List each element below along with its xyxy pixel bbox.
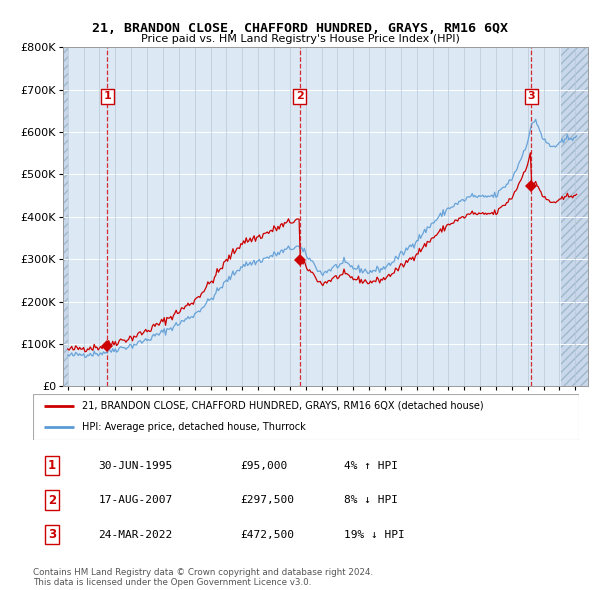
Text: 19% ↓ HPI: 19% ↓ HPI <box>344 530 405 539</box>
Text: 1: 1 <box>103 91 111 101</box>
Text: £472,500: £472,500 <box>241 530 295 539</box>
Text: £297,500: £297,500 <box>241 495 295 505</box>
Text: 17-AUG-2007: 17-AUG-2007 <box>98 495 173 505</box>
Text: 21, BRANDON CLOSE, CHAFFORD HUNDRED, GRAYS, RM16 6QX: 21, BRANDON CLOSE, CHAFFORD HUNDRED, GRA… <box>92 22 508 35</box>
Text: 8% ↓ HPI: 8% ↓ HPI <box>344 495 398 505</box>
Text: 21, BRANDON CLOSE, CHAFFORD HUNDRED, GRAYS, RM16 6QX (detached house): 21, BRANDON CLOSE, CHAFFORD HUNDRED, GRA… <box>82 401 484 411</box>
Text: 30-JUN-1995: 30-JUN-1995 <box>98 461 173 470</box>
Text: 4% ↑ HPI: 4% ↑ HPI <box>344 461 398 470</box>
Text: 3: 3 <box>527 91 535 101</box>
Text: Contains HM Land Registry data © Crown copyright and database right 2024.: Contains HM Land Registry data © Crown c… <box>33 568 373 576</box>
Text: Price paid vs. HM Land Registry's House Price Index (HPI): Price paid vs. HM Land Registry's House … <box>140 34 460 44</box>
Text: 2: 2 <box>48 493 56 507</box>
Text: 24-MAR-2022: 24-MAR-2022 <box>98 530 173 539</box>
Text: 1: 1 <box>48 459 56 472</box>
Text: 3: 3 <box>48 528 56 541</box>
FancyBboxPatch shape <box>33 394 579 440</box>
Text: This data is licensed under the Open Government Licence v3.0.: This data is licensed under the Open Gov… <box>33 578 311 587</box>
Text: HPI: Average price, detached house, Thurrock: HPI: Average price, detached house, Thur… <box>82 422 306 432</box>
Text: £95,000: £95,000 <box>241 461 288 470</box>
Text: 2: 2 <box>296 91 304 101</box>
